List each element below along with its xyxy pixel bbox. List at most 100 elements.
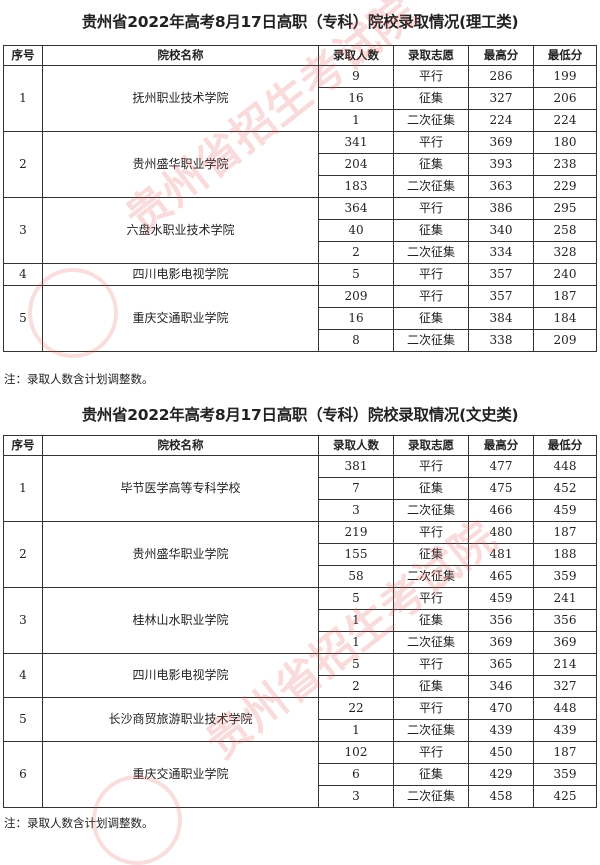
max-score: 327 — [468, 87, 534, 110]
max-score: 465 — [468, 565, 534, 588]
school-name: 贵州盛华职业学院 — [42, 521, 319, 588]
min-score: 187 — [533, 285, 597, 308]
admission-type: 征集 — [393, 219, 469, 242]
max-score: 459 — [468, 587, 534, 610]
admission-type: 征集 — [393, 543, 469, 566]
table-title-arts: 贵州省2022年高考8月17日高职（专科）院校录取情况(文史类) — [81, 406, 519, 424]
admitted-count: 22 — [318, 697, 394, 720]
admission-type: 征集 — [393, 153, 469, 176]
school-no: 2 — [3, 131, 43, 198]
max-score: 334 — [468, 241, 534, 264]
max-score: 369 — [468, 131, 534, 154]
admitted-count: 204 — [318, 153, 394, 176]
min-score: 199 — [533, 65, 597, 88]
table-row: 5 长沙商贸旅游职业技术学院 22 平行 470 448 — [3, 697, 597, 742]
header-max: 最高分 — [468, 435, 534, 456]
header-type: 录取志愿 — [393, 45, 469, 66]
table-row: 1 二次征集 369 369 — [4, 631, 597, 654]
table-row: 3 二次征集 458 425 — [4, 785, 597, 808]
max-score: 481 — [468, 543, 534, 566]
min-score: 328 — [533, 241, 597, 264]
admitted-count: 6 — [318, 763, 394, 786]
min-score: 206 — [533, 87, 597, 110]
min-score: 452 — [533, 477, 597, 500]
school-no: 1 — [3, 65, 43, 132]
max-score: 458 — [468, 785, 534, 808]
admission-table-arts: 序号 院校名称 录取人数 录取志愿 最高分 最低分 1 毕节医学高等专科学校 381… — [3, 435, 597, 808]
school-no: 4 — [3, 263, 43, 286]
school-no: 6 — [3, 741, 43, 808]
max-score: 466 — [468, 499, 534, 522]
admission-type: 二次征集 — [393, 109, 469, 132]
min-score: 448 — [533, 455, 597, 478]
school-name: 六盘水职业技术学院 — [42, 197, 319, 264]
admission-type: 二次征集 — [393, 785, 469, 808]
min-score: 439 — [533, 719, 597, 742]
header-school: 院校名称 — [42, 45, 319, 66]
admission-type: 平行 — [393, 521, 469, 544]
header-max: 最高分 — [468, 45, 534, 66]
admitted-count: 7 — [318, 477, 394, 500]
max-score: 286 — [468, 65, 534, 88]
table-row: 16 征集 327 206 — [4, 87, 597, 110]
admission-type: 二次征集 — [393, 499, 469, 522]
max-score: 475 — [468, 477, 534, 500]
school-name: 四川电影电视学院 — [42, 653, 319, 698]
school-no: 3 — [3, 587, 43, 654]
header-min: 最低分 — [533, 45, 597, 66]
max-score: 357 — [468, 263, 534, 286]
school-name: 抚州职业技术学院 — [42, 65, 319, 132]
header-count: 录取人数 — [318, 45, 394, 66]
admission-type: 征集 — [393, 763, 469, 786]
min-score: 359 — [533, 565, 597, 588]
school-name: 重庆交通职业学院 — [42, 741, 319, 808]
admitted-count: 58 — [318, 565, 394, 588]
admission-type: 征集 — [393, 307, 469, 330]
admission-type: 二次征集 — [393, 631, 469, 654]
max-score: 450 — [468, 741, 534, 764]
school-no: 5 — [3, 697, 43, 742]
table-row: 2 贵州盛华职业学院 219 平行 480 187 — [3, 521, 597, 588]
min-score: 184 — [533, 307, 597, 330]
header-type: 录取志愿 — [393, 435, 469, 456]
school-no: 1 — [3, 455, 43, 522]
max-score: 480 — [468, 521, 534, 544]
school-no: 3 — [3, 197, 43, 264]
admitted-count: 5 — [318, 263, 394, 286]
school-name: 重庆交通职业学院 — [42, 285, 319, 352]
admission-type: 平行 — [393, 741, 469, 764]
admitted-count: 40 — [318, 219, 394, 242]
admitted-count: 8 — [318, 329, 394, 352]
table-row: 6 重庆交通职业学院 102 平行 450 187 — [3, 741, 597, 808]
max-score: 477 — [468, 455, 534, 478]
header-count: 录取人数 — [318, 435, 394, 456]
min-score: 240 — [533, 263, 597, 286]
table-title-science: 贵州省2022年高考8月17日高职（专科）院校录取情况(理工类) — [81, 13, 519, 31]
admission-type: 平行 — [393, 697, 469, 720]
header-school: 院校名称 — [42, 435, 319, 456]
footnote-science: 注：录取人数含计划调整数。 — [4, 372, 154, 386]
table-row: 204 征集 393 238 — [4, 153, 597, 176]
school-no: 2 — [3, 521, 43, 588]
max-score: 357 — [468, 285, 534, 308]
admitted-count: 364 — [318, 197, 394, 220]
min-score: 209 — [533, 329, 597, 352]
school-name: 贵州盛华职业学院 — [42, 131, 319, 198]
table-row: 4 四川电影电视学院 5 平行 365 214 — [3, 653, 597, 698]
max-score: 338 — [468, 329, 534, 352]
admission-type: 二次征集 — [393, 719, 469, 742]
admission-type: 平行 — [393, 197, 469, 220]
max-score: 356 — [468, 609, 534, 632]
min-score: 425 — [533, 785, 597, 808]
max-score: 429 — [468, 763, 534, 786]
admitted-count: 2 — [318, 675, 394, 698]
admission-type: 平行 — [393, 263, 469, 286]
table-row: 3 六盘水职业技术学院 364 平行 386 295 — [3, 197, 597, 264]
table-row: 1 抚州职业技术学院 9 平行 286 199 — [3, 65, 597, 132]
admission-type: 平行 — [393, 65, 469, 88]
max-score: 365 — [468, 653, 534, 676]
min-score: 369 — [533, 631, 597, 654]
max-score: 393 — [468, 153, 534, 176]
max-score: 369 — [468, 631, 534, 654]
table-row: 2 贵州盛华职业学院 341 平行 369 180 — [3, 131, 597, 198]
